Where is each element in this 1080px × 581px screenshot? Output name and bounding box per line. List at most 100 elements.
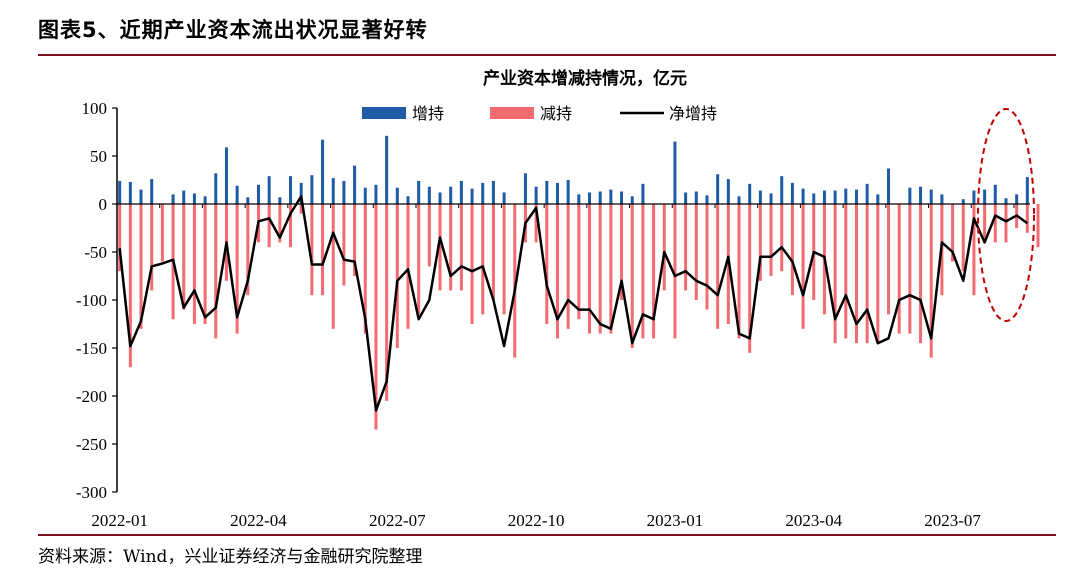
bar-increase (865, 183, 869, 204)
bar-decrease (150, 204, 154, 291)
bar-increase (363, 187, 367, 204)
bar-decrease (246, 204, 250, 296)
bar-decrease (342, 204, 346, 286)
bar-increase (406, 196, 410, 204)
bar-increase (769, 193, 773, 204)
bar-increase (289, 176, 293, 204)
x-tick-label: 2022-07 (369, 511, 426, 530)
bar-increase (609, 189, 613, 204)
bar-decrease (684, 204, 688, 291)
legend-label-decrease: 减持 (540, 104, 572, 123)
x-tick-label: 2022-04 (230, 511, 287, 530)
bar-increase (630, 196, 634, 204)
bar-decrease (139, 204, 143, 329)
y-tick-label: 50 (90, 147, 107, 166)
bar-increase (299, 182, 303, 204)
bar-decrease (705, 204, 709, 310)
bar-increase (438, 192, 442, 204)
bar-increase (417, 180, 421, 204)
bar-increase (470, 188, 474, 204)
bar-decrease (310, 204, 314, 296)
x-tick-label: 2023-01 (647, 511, 704, 530)
bar-decrease (790, 204, 794, 296)
bar-decrease (748, 204, 752, 353)
bar-decrease (951, 204, 955, 262)
bar-decrease (929, 204, 933, 358)
bar-decrease (780, 204, 784, 272)
bar-increase (427, 186, 431, 204)
bar-decrease (673, 204, 677, 339)
bar-decrease (513, 204, 517, 358)
legend-swatch-increase (362, 107, 406, 119)
bar-decrease (630, 204, 634, 348)
y-tick-label: -250 (76, 435, 107, 454)
bar-increase (139, 189, 143, 204)
bar-decrease (235, 204, 239, 334)
bar-increase (118, 180, 122, 204)
x-tick-label: 2023-07 (924, 511, 981, 530)
bar-decrease (961, 204, 965, 272)
bar-increase (214, 173, 218, 204)
bar-decrease (545, 204, 549, 324)
bar-increase (748, 183, 752, 204)
source-note: 资料来源：Wind，兴业证券经济与金融研究院整理 (38, 547, 423, 567)
bar-increase (983, 189, 987, 204)
bar-increase (310, 175, 314, 204)
bar-decrease (801, 204, 805, 329)
bar-increase (684, 192, 688, 204)
bar-increase (598, 191, 602, 204)
bar-increase (224, 147, 228, 204)
bar-decrease (1025, 204, 1029, 233)
bar-decrease (641, 204, 645, 339)
bar-decrease (299, 204, 303, 214)
bar-decrease (919, 204, 923, 344)
bar-decrease (331, 204, 335, 329)
bar-increase (246, 197, 250, 204)
bottom-rule (38, 534, 1056, 536)
bar-decrease (182, 204, 186, 310)
bar-decrease (278, 204, 282, 243)
bar-decrease (897, 204, 901, 334)
bar-increase (588, 192, 592, 204)
bar-decrease (566, 204, 570, 329)
bar-increase (673, 141, 677, 204)
bar-increase (705, 195, 709, 204)
bar-increase (876, 194, 880, 204)
bar-decrease (160, 204, 164, 262)
bar-decrease (321, 204, 325, 296)
bar-decrease (737, 204, 741, 339)
bar-increase (790, 182, 794, 204)
bar-increase (908, 187, 912, 204)
bar-increase (182, 190, 186, 204)
bar-increase (641, 183, 645, 204)
y-tick-label: -150 (76, 339, 107, 358)
bar-increase (1025, 177, 1029, 204)
bar-increase (353, 165, 357, 204)
bar-decrease (406, 204, 410, 329)
bar-increase (235, 185, 239, 204)
bar-increase (716, 174, 720, 204)
bar-increase (342, 180, 346, 204)
bar-decrease (983, 204, 987, 243)
bar-increase (993, 184, 997, 204)
x-tick-label: 2022-01 (91, 511, 148, 530)
bar-decrease (716, 204, 720, 329)
bar-increase (726, 179, 730, 204)
y-tick-label: -300 (76, 483, 107, 502)
bar-decrease (203, 204, 207, 324)
bar-increase (577, 194, 581, 204)
bar-decrease (598, 204, 602, 334)
bar-increase (192, 193, 196, 204)
bar-decrease (588, 204, 592, 334)
bar-decrease (395, 204, 399, 348)
bar-decrease (662, 204, 666, 291)
bar-increase (491, 180, 495, 204)
legend-swatch-decrease (490, 107, 534, 119)
bar-decrease (502, 204, 506, 315)
bar-decrease (353, 204, 357, 276)
bar-increase (449, 186, 453, 204)
bar-increase (940, 194, 944, 204)
bar-decrease (865, 204, 869, 344)
bar-decrease (844, 204, 848, 339)
bar-decrease (438, 204, 442, 291)
